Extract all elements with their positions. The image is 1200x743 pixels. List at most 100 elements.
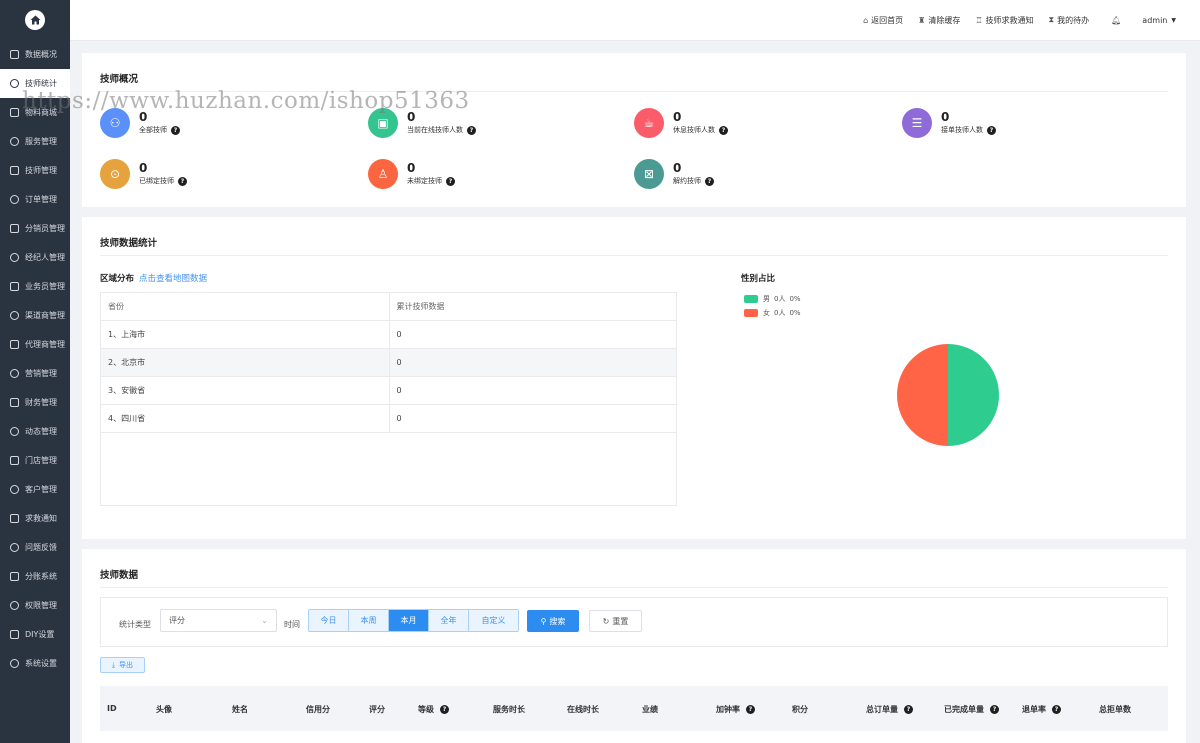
sidebar-item[interactable]: 数据概况 bbox=[0, 40, 70, 69]
sidebar-item[interactable]: 渠道商管理 bbox=[0, 301, 70, 330]
help-icon[interactable]: ? bbox=[746, 705, 755, 714]
column-header[interactable]: 信用分 bbox=[306, 704, 330, 715]
help-icon[interactable]: ? bbox=[904, 705, 913, 714]
column-header[interactable]: 加钟率? bbox=[716, 704, 755, 715]
table-row: 1、上海市 0 bbox=[100, 320, 677, 349]
time-range-option[interactable]: 本月 bbox=[389, 610, 429, 631]
help-icon[interactable]: ? bbox=[446, 176, 455, 186]
sidebar-item[interactable]: 求救通知 bbox=[0, 504, 70, 533]
help-icon[interactable]: ? bbox=[987, 125, 996, 135]
help-icon[interactable]: ? bbox=[467, 125, 476, 135]
help-icon[interactable]: ? bbox=[178, 176, 187, 186]
export-button[interactable]: ⤓ 导出 bbox=[100, 657, 145, 673]
map-data-link[interactable]: 点击查看地图数据 bbox=[139, 274, 208, 284]
sidebar-item-label: 数据概况 bbox=[25, 50, 57, 59]
column-header[interactable]: 已完成单量? bbox=[944, 704, 999, 715]
legend-swatch bbox=[744, 309, 758, 317]
sidebar-item[interactable]: 系统设置 bbox=[0, 649, 70, 678]
time-range-option[interactable]: 本周 bbox=[349, 610, 389, 631]
help-icon[interactable]: ? bbox=[440, 705, 449, 714]
sidebar-item[interactable]: 技师管理 bbox=[0, 156, 70, 185]
region-section: 区域分布 点击查看地图数据 bbox=[100, 272, 207, 284]
monitor-icon: ▣ bbox=[368, 108, 398, 138]
sidebar-item[interactable]: 问题反馈 bbox=[0, 533, 70, 562]
help-icon[interactable]: ? bbox=[705, 176, 714, 186]
column-header[interactable]: 业绩 bbox=[642, 704, 658, 715]
column-header[interactable]: 服务时长 bbox=[493, 704, 525, 715]
statistics-card: 技师数据统计 区域分布 点击查看地图数据 省份 累计技师数据 1、上海市 0 2、北京市 0… bbox=[82, 217, 1186, 539]
legend-item[interactable]: 男 0人 0% bbox=[744, 294, 801, 304]
stat-value: 0 bbox=[407, 161, 416, 175]
settings-icon bbox=[10, 659, 19, 668]
time-range-option[interactable]: 全年 bbox=[429, 610, 469, 631]
stat-label: 全部技师 bbox=[139, 126, 167, 134]
stat-item: ⚇ 0 全部技师? bbox=[100, 108, 180, 138]
column-header[interactable]: 评分 bbox=[369, 704, 385, 715]
help-icon[interactable]: ? bbox=[1052, 705, 1061, 714]
help-icon[interactable]: ? bbox=[719, 125, 728, 135]
reset-button[interactable]: ↻ 重置 bbox=[589, 610, 642, 632]
time-range-option[interactable]: 自定义 bbox=[469, 610, 518, 631]
stat-label-row: 休息技师人数? bbox=[673, 125, 728, 135]
sidebar-item-label: 技师统计 bbox=[25, 79, 57, 88]
stat-label: 接单技师人数 bbox=[941, 126, 983, 134]
sidebar-item[interactable]: 营销管理 bbox=[0, 359, 70, 388]
notification-button[interactable]: 🔔︎ bbox=[1111, 16, 1124, 25]
column-header[interactable]: 姓名 bbox=[232, 704, 248, 715]
help-icon[interactable]: ? bbox=[171, 125, 180, 135]
sidebar-item[interactable]: 门店管理 bbox=[0, 446, 70, 475]
sidebar-item[interactable]: 客户管理 bbox=[0, 475, 70, 504]
column-header[interactable]: 积分 bbox=[792, 704, 808, 715]
topbar-link-label: 清除缓存 bbox=[928, 15, 961, 25]
pie-slice[interactable] bbox=[897, 344, 948, 446]
pie-slice[interactable] bbox=[948, 344, 999, 446]
user-menu[interactable]: admin ▼ bbox=[1142, 16, 1176, 25]
lock-icon: ⊙ bbox=[100, 159, 130, 189]
stat-type-label: 统计类型 bbox=[119, 620, 151, 629]
legend-item[interactable]: 女 0人 0% bbox=[744, 308, 801, 318]
table-row: 2、北京市 0 bbox=[100, 348, 677, 377]
finance-icon bbox=[10, 398, 19, 407]
sidebar-item[interactable]: 分销员管理 bbox=[0, 214, 70, 243]
column-header[interactable]: 等级? bbox=[418, 704, 449, 715]
table-cell: 3、安徽省 bbox=[100, 376, 390, 405]
sidebar-item[interactable]: DIY设置 bbox=[0, 620, 70, 649]
sidebar-item[interactable]: 权限管理 bbox=[0, 591, 70, 620]
column-header[interactable]: 总拒单数 bbox=[1099, 704, 1131, 715]
topbar-link-todo[interactable]: ⧗ 我的待办 bbox=[1049, 15, 1090, 26]
sidebar-item-label: 问题反馈 bbox=[25, 543, 57, 552]
table-row: 4、四川省 0 bbox=[100, 404, 677, 433]
stat-item: ▣ 0 当前在线技师人数? bbox=[368, 108, 476, 138]
sidebar-item[interactable]: 分账系统 bbox=[0, 562, 70, 591]
topbar: ⌂ 返回首页 ♜ 清除缓存 ♖ 技师求救通知 ⧗ 我的待办 🔔︎ admin ▼ bbox=[70, 0, 1200, 41]
search-button[interactable]: ⚲ 搜索 bbox=[527, 610, 579, 632]
stat-item: ☕ 0 休息技师人数? bbox=[634, 108, 728, 138]
column-header[interactable]: 头像 bbox=[156, 704, 172, 715]
column-header[interactable]: 退单率? bbox=[1022, 704, 1061, 715]
sidebar-item[interactable]: 代理商管理 bbox=[0, 330, 70, 359]
column-header-label: 加钟率 bbox=[716, 705, 740, 714]
sidebar-item[interactable]: 订单管理 bbox=[0, 185, 70, 214]
username: admin bbox=[1142, 15, 1168, 25]
sidebar-item[interactable]: 技师统计 bbox=[0, 69, 70, 98]
table-cell: 1、上海市 bbox=[100, 320, 390, 349]
stat-label-row: 接单技师人数? bbox=[941, 125, 996, 135]
topbar-link-clear-cache[interactable]: ♜ 清除缓存 bbox=[918, 15, 960, 26]
column-header[interactable]: ID bbox=[107, 704, 117, 713]
sidebar-item[interactable]: 物料商城 bbox=[0, 98, 70, 127]
sidebar-item[interactable]: 服务管理 bbox=[0, 127, 70, 156]
logo[interactable] bbox=[0, 0, 70, 40]
sidebar-item[interactable]: 财务管理 bbox=[0, 388, 70, 417]
time-range-option[interactable]: 今日 bbox=[309, 610, 349, 631]
column-header[interactable]: 总订单量? bbox=[866, 704, 913, 715]
stat-value: 0 bbox=[941, 110, 950, 124]
sidebar-item[interactable]: 动态管理 bbox=[0, 417, 70, 446]
stat-type-select[interactable]: 评分 ⌄ bbox=[160, 609, 277, 632]
table-cell: 0 bbox=[388, 320, 677, 349]
sidebar-item[interactable]: 业务员管理 bbox=[0, 272, 70, 301]
sidebar-item[interactable]: 经纪人管理 bbox=[0, 243, 70, 272]
topbar-link-alarm[interactable]: ♖ 技师求救通知 bbox=[975, 15, 1033, 26]
column-header[interactable]: 在线时长 bbox=[567, 704, 599, 715]
topbar-link-home[interactable]: ⌂ 返回首页 bbox=[863, 15, 903, 26]
help-icon[interactable]: ? bbox=[990, 705, 999, 714]
